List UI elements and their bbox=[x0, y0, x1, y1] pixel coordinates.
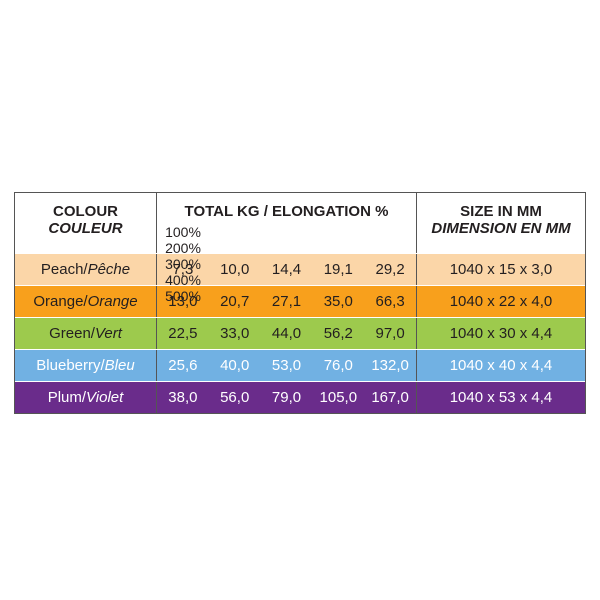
colour-name: Green/ bbox=[49, 325, 95, 342]
value: 53,0 bbox=[271, 357, 302, 374]
value: 33,0 bbox=[220, 325, 250, 342]
colour-name-fr: Orange bbox=[87, 293, 138, 310]
values-cell: 7,3 10,0 14,4 19,1 29,2 bbox=[157, 254, 417, 285]
total-header: TOTAL KG / ELONGATION % 100% 200% 300% 400%… bbox=[157, 193, 417, 304]
elongation-label: 300% bbox=[165, 256, 201, 272]
colour-name-fr: Bleu bbox=[104, 357, 135, 374]
value: 38,0 bbox=[168, 389, 198, 406]
value: 66,3 bbox=[375, 293, 405, 310]
value: 40,0 bbox=[220, 357, 250, 374]
value: 56,2 bbox=[323, 325, 353, 342]
value: 79,0 bbox=[271, 389, 302, 406]
colour-name: Orange/ bbox=[33, 293, 88, 310]
values-cell: 38,0 56,0 79,0 105,0 167,0 bbox=[157, 382, 417, 413]
value: 29,2 bbox=[375, 261, 405, 278]
size-cell: 1040 x 15 x 3,0 bbox=[449, 261, 553, 278]
value: 13,0 bbox=[168, 293, 198, 310]
colour-name-fr: Pêche bbox=[87, 261, 131, 278]
value: 132,0 bbox=[371, 357, 409, 374]
colour-name-fr: Violet bbox=[86, 389, 124, 406]
value: 7,3 bbox=[172, 261, 194, 278]
value: 167,0 bbox=[371, 389, 409, 406]
colour-header: COLOUR COULEUR bbox=[15, 193, 157, 253]
value: 56,0 bbox=[220, 389, 250, 406]
value: 20,7 bbox=[220, 293, 250, 310]
value: 44,0 bbox=[271, 325, 302, 342]
values-cell: 13,0 20,7 27,1 35,0 66,3 bbox=[157, 286, 417, 317]
size-header: SIZE IN MM DIMENSION EN MM bbox=[417, 193, 585, 253]
value: 14,4 bbox=[271, 261, 302, 278]
colour-cell: Peach/Pêche bbox=[15, 254, 157, 285]
colour-cell: Green/Vert bbox=[15, 318, 157, 349]
colour-name-fr: Vert bbox=[94, 325, 122, 342]
table-row: Peach/Pêche 7,3 10,0 14,4 19,1 29,2 1040 x 15 … bbox=[15, 253, 585, 285]
values-cell: 22,5 33,0 44,0 56,2 97,0 bbox=[157, 318, 417, 349]
table-row: Green/Vert 22,5 33,0 44,0 56,2 97,0 1040 x 30 … bbox=[15, 317, 585, 349]
colour-name: Blueberry/ bbox=[36, 357, 105, 374]
elongation-label: 100% bbox=[165, 224, 201, 240]
colour-cell: Plum/Violet bbox=[15, 382, 157, 413]
size-cell: 1040 x 30 x 4,4 bbox=[449, 325, 553, 342]
header-row: COLOUR COULEUR TOTAL KG / ELONGATION % 1… bbox=[15, 193, 585, 304]
value: 10,0 bbox=[220, 261, 250, 278]
value: 105,0 bbox=[319, 389, 358, 406]
elongation-label: 200% bbox=[165, 240, 201, 256]
elongation-label: 400% bbox=[165, 272, 201, 288]
value: 35,0 bbox=[323, 293, 353, 310]
spec-table: COLOUR COULEUR TOTAL KG / ELONGATION % 1… bbox=[14, 192, 586, 414]
size-cell: 1040 x 22 x 4,0 bbox=[449, 293, 553, 310]
value: 97,0 bbox=[375, 325, 405, 342]
table-row: Blueberry/Bleu 25,6 40,0 53,0 76,0 132,0 1040 … bbox=[15, 349, 585, 381]
table-row: Plum/Violet 38,0 56,0 79,0 105,0 167,0 1040 x … bbox=[15, 381, 585, 413]
elongation-label: 500% bbox=[165, 288, 201, 304]
colour-cell: Blueberry/Bleu bbox=[15, 350, 157, 381]
value: 76,0 bbox=[323, 357, 353, 374]
colour-title: COLOUR bbox=[53, 203, 118, 220]
table-row: Orange/Orange 13,0 20,7 27,1 35,0 66,3 1040 x … bbox=[15, 285, 585, 317]
size-title-fr: DIMENSION EN MM bbox=[431, 220, 571, 237]
value: 19,1 bbox=[323, 261, 353, 278]
value: 27,1 bbox=[271, 293, 302, 310]
colour-name: Peach/ bbox=[40, 261, 88, 278]
size-title: SIZE IN MM bbox=[460, 203, 542, 220]
size-cell: 1040 x 53 x 4,4 bbox=[449, 389, 553, 406]
size-cell: 1040 x 40 x 4,4 bbox=[449, 357, 553, 374]
total-title: TOTAL KG / ELONGATION % bbox=[184, 203, 389, 220]
colour-title-fr: COULEUR bbox=[48, 220, 123, 237]
value: 25,6 bbox=[168, 357, 198, 374]
elongation-labels: 100% 200% 300% 400% 500% bbox=[157, 224, 416, 304]
colour-name: Plum/ bbox=[47, 389, 87, 406]
value: 22,5 bbox=[168, 325, 198, 342]
values-cell: 25,6 40,0 53,0 76,0 132,0 bbox=[157, 350, 417, 381]
colour-cell: Orange/Orange bbox=[15, 286, 157, 317]
